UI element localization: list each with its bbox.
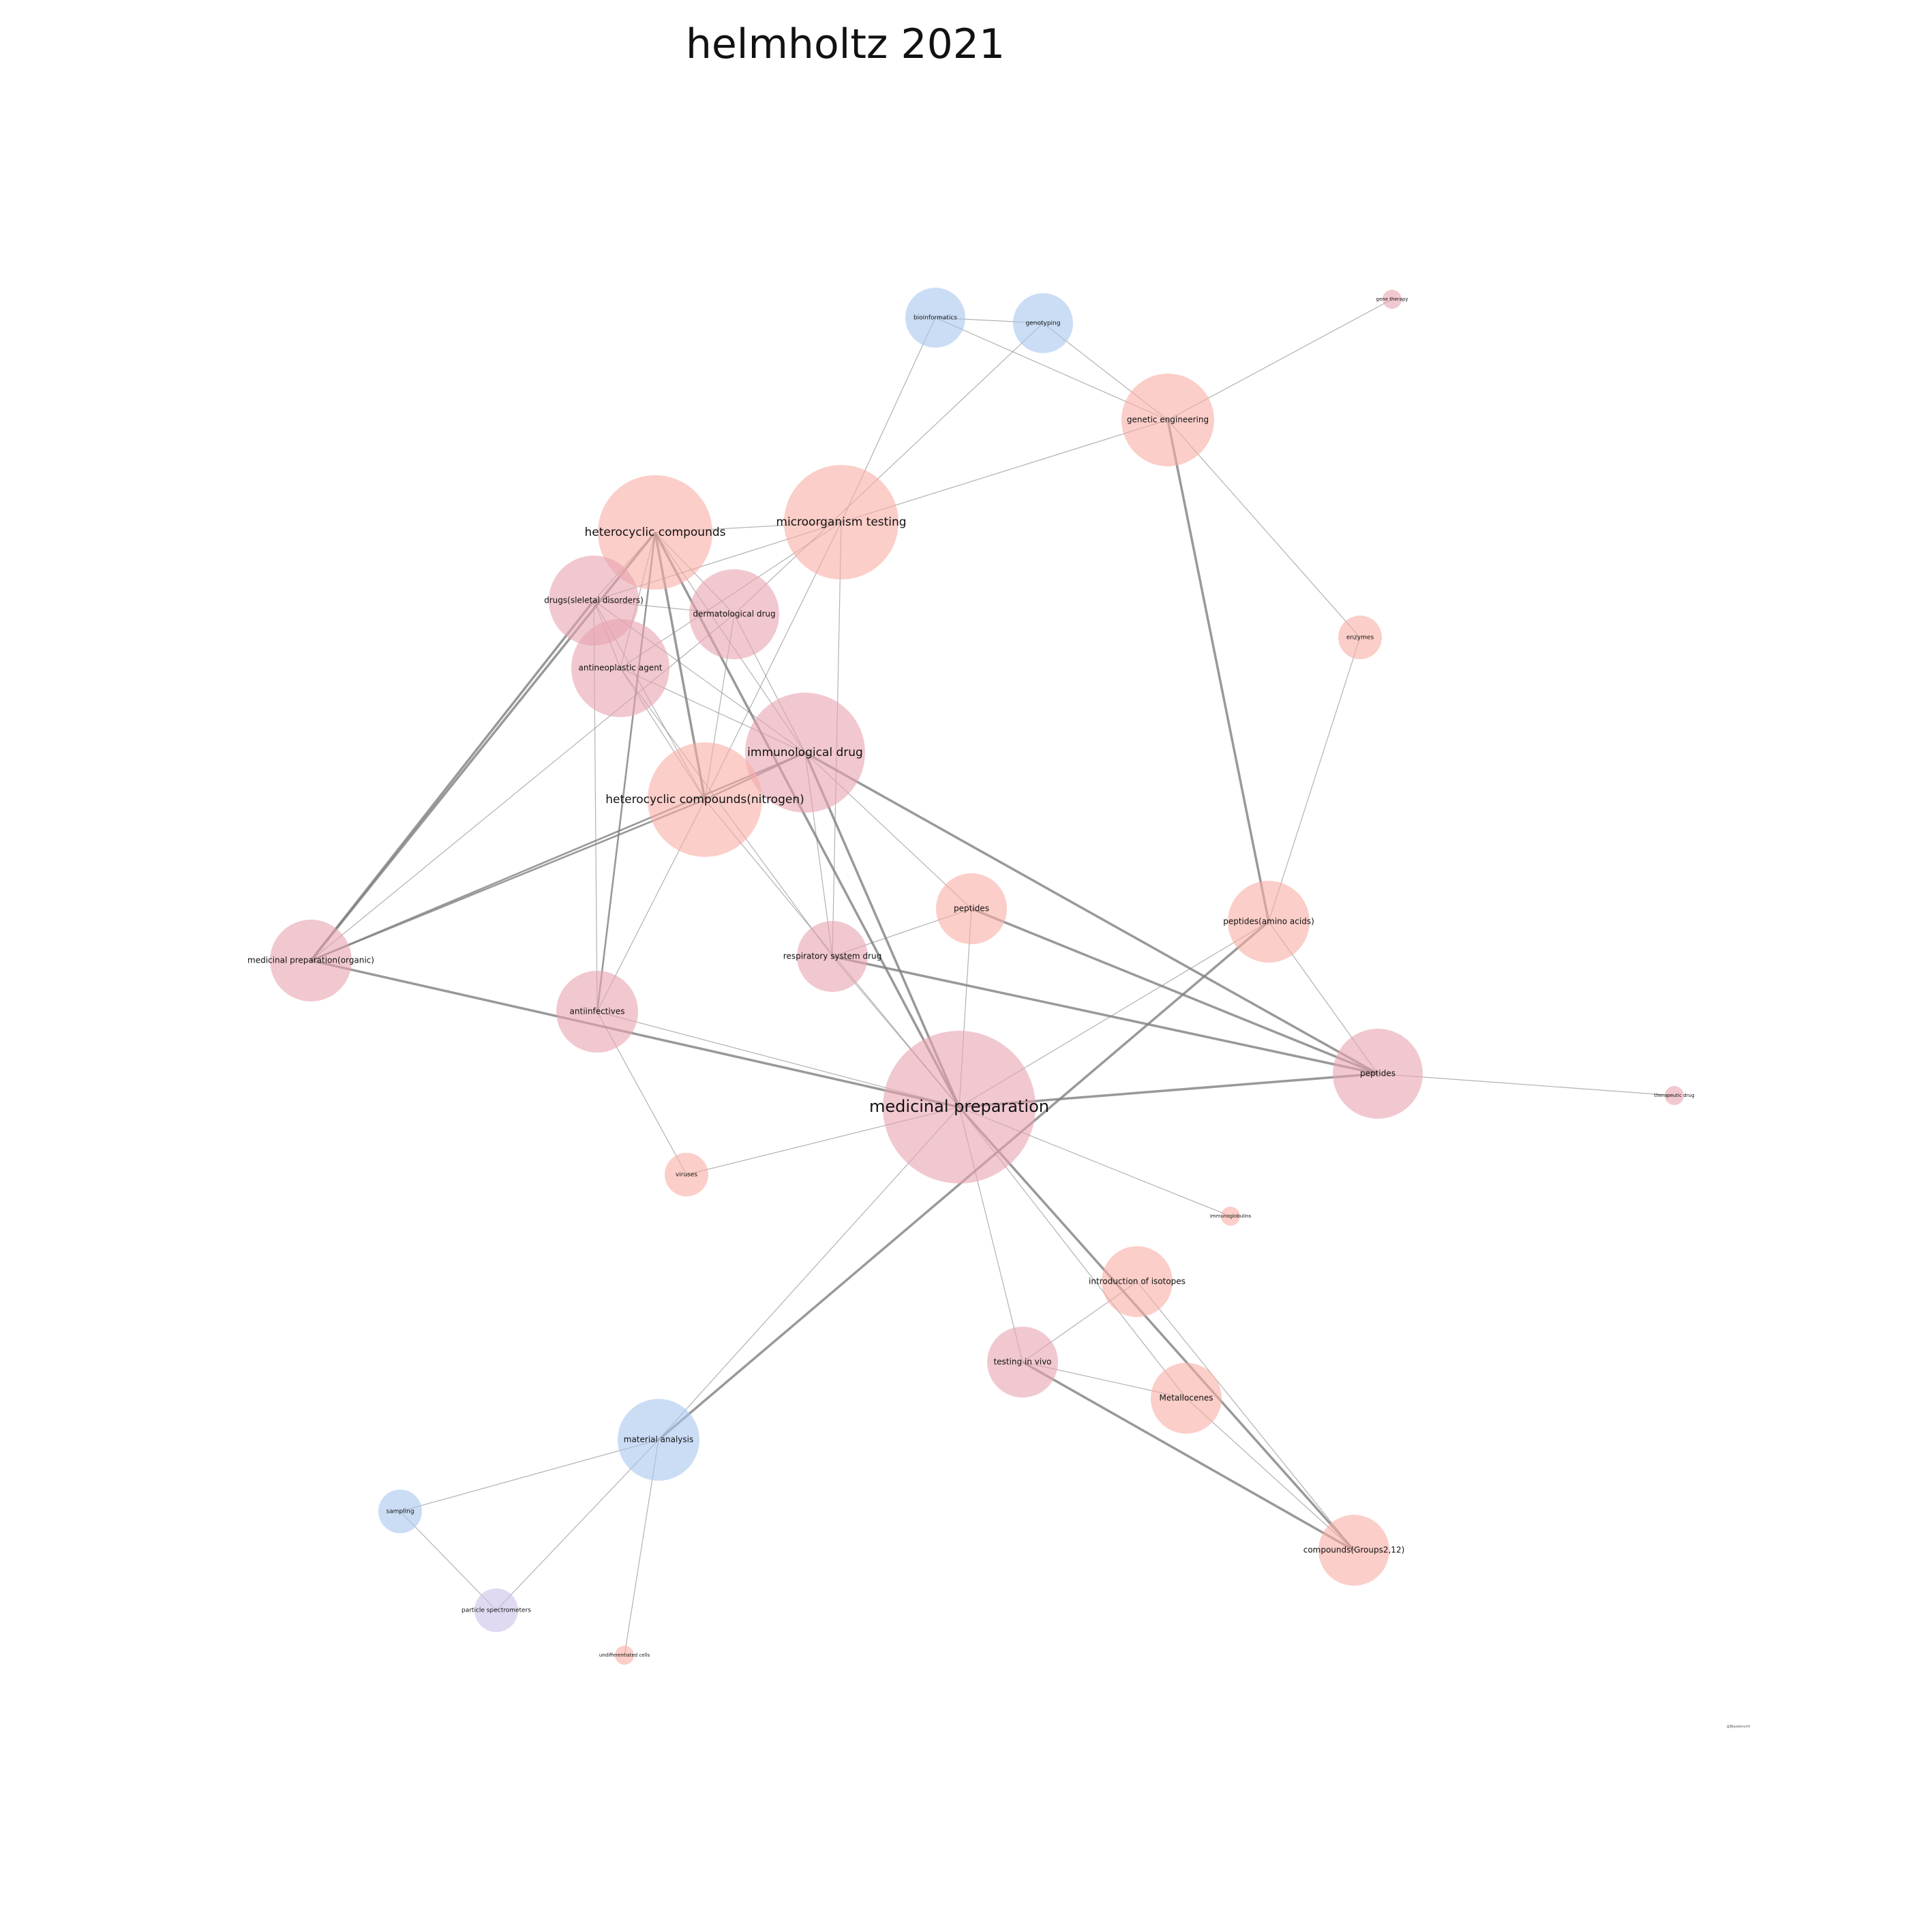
node-label-isotopes: introduction of isotopes <box>1089 1277 1186 1286</box>
node-label-dermatological-drug: dermatological drug <box>693 609 775 619</box>
node-layer <box>270 288 1684 1665</box>
edge-testing_in_vivo-compounds_groups <box>1022 1361 1355 1552</box>
node-label-microorganism-testing: microorganism testing <box>776 515 906 529</box>
edge-drugs_skeletal-medicinal_organic <box>310 599 595 962</box>
edge-medicinal_preparation-compounds_groups <box>958 1106 1355 1552</box>
edge-metallocenes-compounds_groups <box>1186 1398 1355 1551</box>
node-antiinfectives[interactable] <box>556 971 638 1053</box>
edge-material_analysis-sampling <box>399 1439 659 1512</box>
node-label-medicinal-organic: medicinal preparation(organic) <box>247 956 374 965</box>
edge-respiratory_drug-peptides <box>832 955 1378 1075</box>
node-immunological-drug[interactable] <box>745 693 865 813</box>
watermark: @Bjazaknumt <box>1726 1725 1751 1729</box>
node-therapeutic-drug[interactable] <box>1665 1086 1684 1105</box>
node-dermatological-drug[interactable] <box>689 569 779 659</box>
node-peptides-small[interactable] <box>936 873 1007 944</box>
node-label-peptides: peptides <box>1360 1069 1395 1078</box>
node-testing-in-vivo[interactable] <box>987 1327 1058 1398</box>
node-material-analysis[interactable] <box>618 1399 699 1481</box>
node-label-undifferentiated-cells: undifferentiated cells <box>599 1652 650 1658</box>
node-compounds-groups[interactable] <box>1318 1515 1389 1586</box>
edge-genetic_engineering-enzymes <box>1167 419 1361 638</box>
node-medicinal-preparation[interactable] <box>883 1031 1036 1183</box>
node-label-gene-therapy: gene therapy <box>1376 297 1408 302</box>
node-heterocyclic-nitrogen[interactable] <box>648 742 762 857</box>
node-genotyping[interactable] <box>1013 293 1073 353</box>
node-label-therapeutic-drug: therapeutic drug <box>1655 1093 1695 1098</box>
node-label-medicinal-preparation: medicinal preparation <box>869 1097 1049 1116</box>
edge-medicinal_organic-medicinal_preparation <box>310 959 960 1108</box>
edge-layer <box>310 299 1675 1656</box>
node-label-peptides-amino: peptides(amino acids) <box>1223 917 1314 926</box>
node-peptides-amino[interactable] <box>1228 881 1310 963</box>
edge-peptides_small-peptides <box>971 907 1378 1075</box>
edge-heterocyclic_compounds-antiinfectives <box>596 532 656 1012</box>
edge-sampling-particle_spectrometers <box>399 1511 497 1611</box>
node-label-viruses: viruses <box>676 1172 697 1179</box>
node-antineoplastic-agent[interactable] <box>571 619 669 717</box>
node-peptides[interactable] <box>1333 1029 1423 1119</box>
node-heterocyclic-compounds[interactable] <box>598 475 712 590</box>
node-medicinal-organic[interactable] <box>270 920 352 1001</box>
node-label-enzymes: enzymes <box>1346 635 1374 642</box>
node-label-sampling: sampling <box>386 1509 414 1515</box>
node-undifferentiated-cells[interactable] <box>615 1646 634 1665</box>
node-label-metallocenes: Metallocenes <box>1159 1393 1213 1403</box>
edge-genotyping-dermatological_drug <box>734 322 1044 615</box>
edge-peptides-therapeutic_drug <box>1377 1073 1675 1096</box>
node-respiratory-drug[interactable] <box>797 921 868 992</box>
node-genetic-engineering[interactable] <box>1121 374 1214 466</box>
node-gene-therapy[interactable] <box>1383 290 1402 309</box>
node-particle-spectrometers[interactable] <box>474 1588 518 1632</box>
node-label-material-analysis: material analysis <box>624 1435 694 1445</box>
node-label-particle-spectrometers: particle spectrometers <box>462 1608 531 1614</box>
edge-genetic_engineering-peptides_amino <box>1166 419 1270 922</box>
node-label-antineoplastic-agent: antineoplastic agent <box>579 663 663 673</box>
node-label-compounds-groups: compounds(Groups2,12) <box>1303 1545 1405 1555</box>
node-enzymes[interactable] <box>1338 616 1382 659</box>
node-sampling[interactable] <box>378 1490 422 1533</box>
node-isotopes[interactable] <box>1102 1246 1173 1317</box>
node-label-heterocyclic-nitrogen: heterocyclic compounds(nitrogen) <box>605 793 804 806</box>
node-immunoglobulins[interactable] <box>1221 1207 1240 1226</box>
node-label-immunological-drug: immunological drug <box>747 746 863 759</box>
node-label-peptides-small: peptides <box>954 904 989 914</box>
node-bioinformatics[interactable] <box>905 288 965 348</box>
node-label-genotyping: genotyping <box>1026 320 1061 327</box>
node-label-heterocyclic-compounds: heterocyclic compounds <box>584 526 725 539</box>
graph-title: helmholtz 2021 <box>685 20 1006 68</box>
label-layer: bioinformatics genotyping gene therapy gene… <box>247 297 1694 1658</box>
node-label-testing-in-vivo: testing in vivo <box>993 1357 1051 1367</box>
edge-heterocyclic_nitrogen-medicinal_organic <box>310 798 706 962</box>
node-microorganism-testing[interactable] <box>784 465 899 579</box>
node-label-bioinformatics: bioinformatics <box>914 315 957 322</box>
edge-isotopes-compounds_groups <box>1136 1281 1355 1551</box>
node-label-immunoglobulins: immunoglobulins <box>1210 1213 1252 1219</box>
node-metallocenes[interactable] <box>1151 1363 1222 1434</box>
node-label-antiinfectives: antiinfectives <box>570 1007 625 1016</box>
node-label-respiratory-drug: respiratory system drug <box>783 952 881 961</box>
edge-enzymes-peptides_amino <box>1268 637 1361 922</box>
node-label-drugs-skeletal: drugs(sleletal disorders) <box>544 596 644 605</box>
edge-immunological_drug-peptides <box>804 751 1378 1075</box>
node-viruses[interactable] <box>665 1153 708 1196</box>
node-label-genetic-engineering: genetic engineering <box>1127 415 1209 425</box>
